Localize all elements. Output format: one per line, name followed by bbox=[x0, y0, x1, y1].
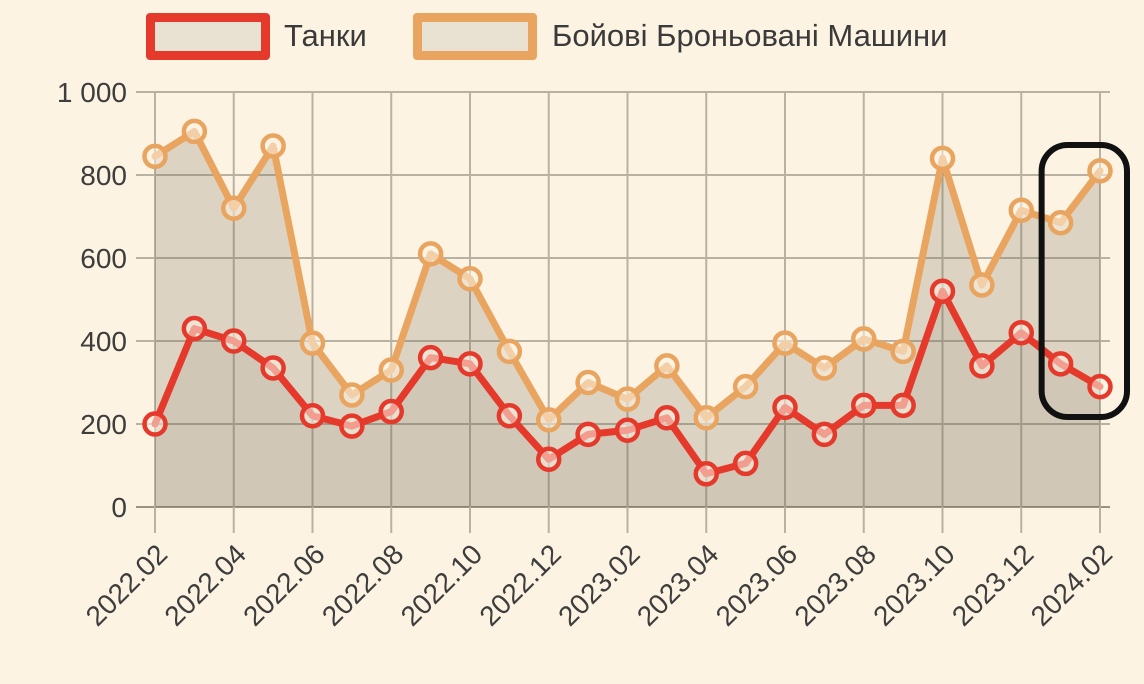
data-point-bbm-2023.09 bbox=[890, 338, 916, 365]
data-point-bbm-2022.12 bbox=[536, 407, 562, 433]
data-point-bbm-2023.10 bbox=[929, 145, 956, 172]
data-point-bbm-2023.07 bbox=[811, 355, 838, 381]
y-axis-tick-label: 0 bbox=[111, 492, 127, 523]
x-axis-tick-label: 2023.06 bbox=[710, 538, 803, 631]
data-point-bbm-2023.05 bbox=[732, 373, 759, 400]
x-axis-tick-label: 2023.10 bbox=[867, 538, 960, 631]
data-point-tanks-2023.08 bbox=[851, 392, 877, 419]
data-point-tanks-2023.06 bbox=[772, 394, 798, 421]
data-point-bbm-2022.07 bbox=[339, 382, 365, 408]
data-point-bbm-2023.06 bbox=[772, 330, 798, 356]
area-tanks bbox=[155, 291, 1100, 507]
data-point-tanks-2023.02 bbox=[614, 417, 641, 443]
data-point-bbm-2023.04 bbox=[693, 405, 719, 431]
data-point-tanks-2022.02 bbox=[142, 411, 168, 437]
data-point-tanks-2023.05 bbox=[732, 450, 759, 477]
data-point-bbm-2023.08 bbox=[851, 326, 877, 352]
x-axis-tick-label: 2023.04 bbox=[631, 538, 724, 631]
y-axis-tick-label: 800 bbox=[80, 160, 127, 191]
data-point-bbm-2022.10 bbox=[457, 266, 483, 292]
data-point-tanks-2023.10 bbox=[929, 278, 956, 304]
data-point-tanks-2023.12 bbox=[1008, 319, 1034, 346]
data-point-tanks-2023.11 bbox=[969, 353, 995, 379]
data-point-tanks-2023.09 bbox=[890, 392, 916, 419]
data-point-tanks-2023.01 bbox=[575, 421, 601, 448]
data-point-bbm-2022.05 bbox=[260, 133, 286, 159]
y-axis-tick-label: 600 bbox=[80, 243, 127, 274]
x-axis-tick-label: 2022.10 bbox=[395, 538, 488, 631]
data-point-bbm-2022.08 bbox=[378, 357, 404, 383]
data-point-bbm-2024.02 bbox=[1087, 158, 1113, 184]
data-point-bbm-2023.11 bbox=[969, 272, 995, 298]
data-point-tanks-2022.12 bbox=[536, 446, 562, 473]
data-point-bbm-2024.01 bbox=[1047, 209, 1074, 236]
data-point-bbm-2022.11 bbox=[496, 338, 523, 365]
data-point-bbm-2023.12 bbox=[1008, 197, 1034, 224]
data-point-bbm-2022.02 bbox=[142, 143, 168, 170]
y-axis-tick-label: 200 bbox=[80, 409, 127, 440]
data-point-tanks-2024.01 bbox=[1047, 351, 1074, 377]
data-point-bbm-2022.04 bbox=[221, 195, 247, 221]
data-point-tanks-2023.04 bbox=[693, 461, 719, 487]
data-point-tanks-2022.03 bbox=[181, 315, 208, 342]
data-point-tanks-2022.07 bbox=[339, 413, 365, 439]
data-point-bbm-2022.06 bbox=[299, 330, 326, 356]
data-point-tanks-2022.11 bbox=[496, 402, 523, 429]
data-point-tanks-2024.02 bbox=[1087, 373, 1113, 400]
x-axis-tick-label: 2024.02 bbox=[1025, 538, 1118, 631]
x-axis-tick-label: 2022.02 bbox=[80, 538, 173, 631]
data-point-bbm-2023.02 bbox=[614, 386, 641, 412]
x-axis-tick-label: 2023.08 bbox=[788, 538, 881, 631]
highlight-box-annotation bbox=[1038, 142, 1130, 420]
data-point-bbm-2023.03 bbox=[654, 353, 680, 379]
data-point-bbm-2022.09 bbox=[417, 241, 444, 267]
data-point-bbm-2023.01 bbox=[575, 369, 601, 396]
data-point-tanks-2022.04 bbox=[221, 328, 247, 354]
x-axis-tick-label: 2022.06 bbox=[237, 538, 330, 631]
y-axis-tick-label: 1 000 bbox=[57, 77, 127, 108]
data-point-tanks-2023.07 bbox=[811, 421, 838, 448]
x-axis-tick-label: 2023.12 bbox=[946, 538, 1039, 631]
data-point-tanks-2023.03 bbox=[654, 405, 680, 431]
data-point-tanks-2022.10 bbox=[457, 351, 483, 377]
x-axis-tick-label: 2022.04 bbox=[158, 538, 251, 631]
x-axis-tick-label: 2022.12 bbox=[473, 538, 566, 631]
data-point-tanks-2022.06 bbox=[299, 402, 326, 429]
data-point-tanks-2022.08 bbox=[378, 398, 404, 425]
y-axis-tick-label: 400 bbox=[80, 326, 127, 357]
data-point-tanks-2022.09 bbox=[417, 344, 444, 371]
data-point-bbm-2022.03 bbox=[181, 118, 208, 145]
data-point-tanks-2022.05 bbox=[260, 355, 286, 381]
x-axis-tick-label: 2022.08 bbox=[316, 538, 409, 631]
x-axis-tick-label: 2023.02 bbox=[552, 538, 645, 631]
